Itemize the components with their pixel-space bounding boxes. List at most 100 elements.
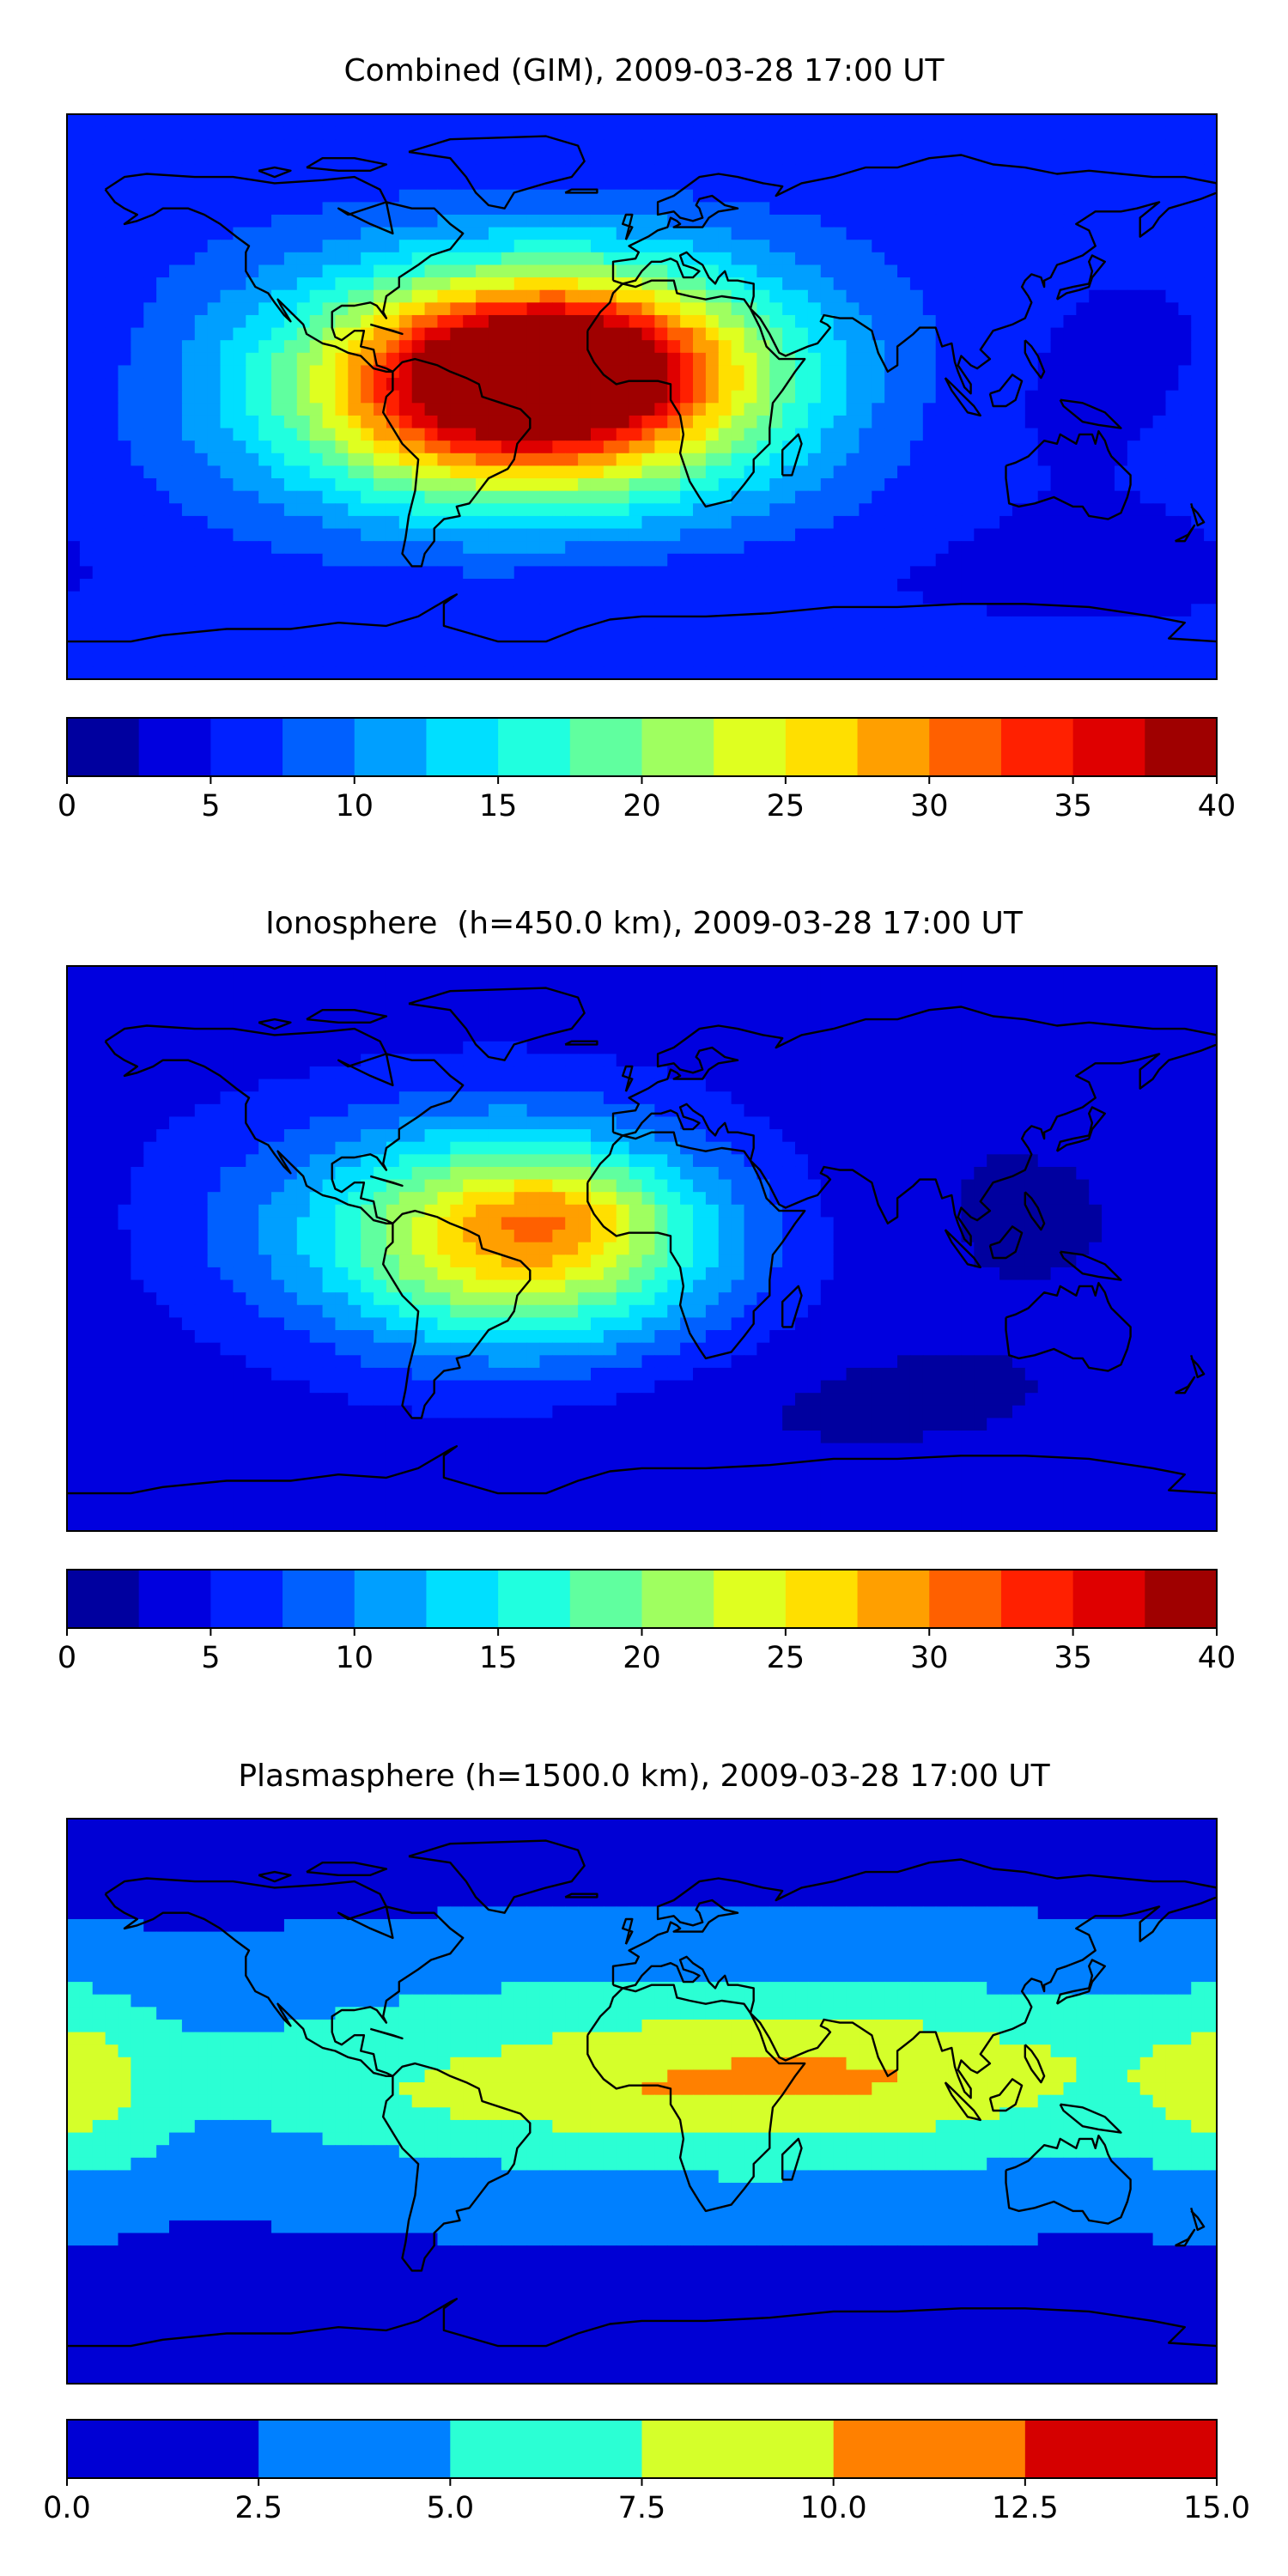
field-cell	[335, 177, 349, 191]
field-cell	[1114, 490, 1128, 504]
field-cell	[1152, 164, 1167, 178]
field-cell	[92, 126, 106, 140]
field-cell	[476, 528, 489, 542]
field-cell	[361, 390, 374, 404]
field-cell	[398, 541, 413, 555]
field-cell	[1114, 114, 1128, 128]
field-cell	[1152, 579, 1167, 592]
field-cell	[884, 428, 898, 441]
field-cell	[769, 503, 783, 517]
field-cell	[1012, 151, 1026, 166]
field-cell	[233, 591, 246, 605]
field-cell	[1204, 1016, 1217, 1030]
field-cell	[131, 653, 144, 667]
field-cell	[590, 528, 605, 542]
field-cell	[552, 289, 566, 303]
field-cell	[820, 277, 835, 291]
field-cell	[859, 139, 872, 153]
field-cell	[1114, 126, 1128, 140]
field-cell	[1165, 978, 1179, 992]
field-cell	[258, 1066, 272, 1080]
field-cell	[105, 314, 119, 329]
field-cell	[233, 566, 246, 580]
field-cell	[693, 515, 707, 530]
field-cell	[756, 1003, 770, 1018]
field-cell	[795, 327, 809, 341]
field-cell	[667, 264, 681, 278]
field-cell	[629, 978, 643, 992]
field-cell	[693, 1029, 707, 1042]
field-cell	[897, 139, 911, 153]
field-cell	[1178, 365, 1192, 379]
field-cell	[616, 503, 630, 517]
field-cell	[526, 202, 541, 216]
field-cell	[935, 541, 950, 555]
colorbar-tick-label: 35	[1054, 789, 1092, 823]
field-cell	[539, 114, 553, 128]
field-cell	[693, 666, 707, 679]
field-cell	[181, 1003, 196, 1018]
field-cell	[603, 1054, 617, 1067]
field-cell	[1114, 302, 1128, 316]
field-cell	[974, 591, 987, 605]
field-cell	[999, 591, 1013, 605]
field-cell	[539, 139, 553, 153]
field-cell	[961, 289, 975, 303]
field-cell	[488, 1054, 502, 1067]
field-cell	[131, 1078, 144, 1092]
field-cell	[718, 139, 732, 153]
field-cell	[807, 227, 822, 240]
field-cell	[296, 653, 311, 667]
field-cell	[578, 629, 592, 642]
field-cell	[552, 503, 566, 517]
field-cell	[1037, 478, 1052, 492]
field-cell	[974, 227, 987, 240]
field-cell	[859, 390, 872, 404]
field-cell	[590, 991, 605, 1005]
field-cell	[756, 1078, 770, 1092]
field-cell	[424, 666, 439, 679]
field-cell	[207, 440, 222, 454]
field-cell	[922, 126, 937, 140]
field-cell	[1204, 139, 1217, 153]
field-cell	[271, 666, 285, 679]
field-cell	[1204, 1066, 1217, 1080]
field-cell	[641, 991, 655, 1005]
field-cell	[731, 240, 745, 253]
field-cell	[897, 978, 911, 992]
field-cell	[884, 579, 898, 592]
field-cell	[118, 415, 131, 429]
field-cell	[513, 616, 528, 630]
field-cell	[322, 1066, 337, 1080]
field-cell	[488, 240, 502, 253]
field-cell	[731, 528, 745, 542]
field-cell	[67, 465, 81, 479]
field-cell	[680, 515, 694, 530]
field-cell	[872, 591, 885, 605]
field-cell	[872, 189, 885, 203]
field-cell	[513, 214, 528, 228]
field-cell	[526, 1078, 541, 1092]
field-cell	[67, 428, 81, 441]
field-cell	[820, 415, 835, 429]
field-cell	[756, 566, 770, 580]
field-cell	[769, 240, 783, 253]
field-cell	[961, 1078, 975, 1092]
field-cell	[424, 114, 439, 128]
field-cell	[884, 604, 898, 617]
field-cell	[194, 440, 209, 454]
field-cell	[1152, 264, 1167, 278]
field-cell	[1024, 1029, 1039, 1042]
field-cell	[361, 653, 374, 667]
field-cell	[769, 653, 783, 667]
field-cell	[1012, 440, 1026, 454]
field-cell	[897, 528, 911, 542]
field-cell	[143, 1041, 157, 1054]
field-cell	[386, 252, 400, 266]
field-cell	[1152, 240, 1167, 253]
field-cell	[476, 202, 489, 216]
field-cell	[680, 629, 694, 642]
field-cell	[1050, 541, 1065, 555]
field-cell	[118, 478, 131, 492]
field-cell	[169, 378, 183, 392]
